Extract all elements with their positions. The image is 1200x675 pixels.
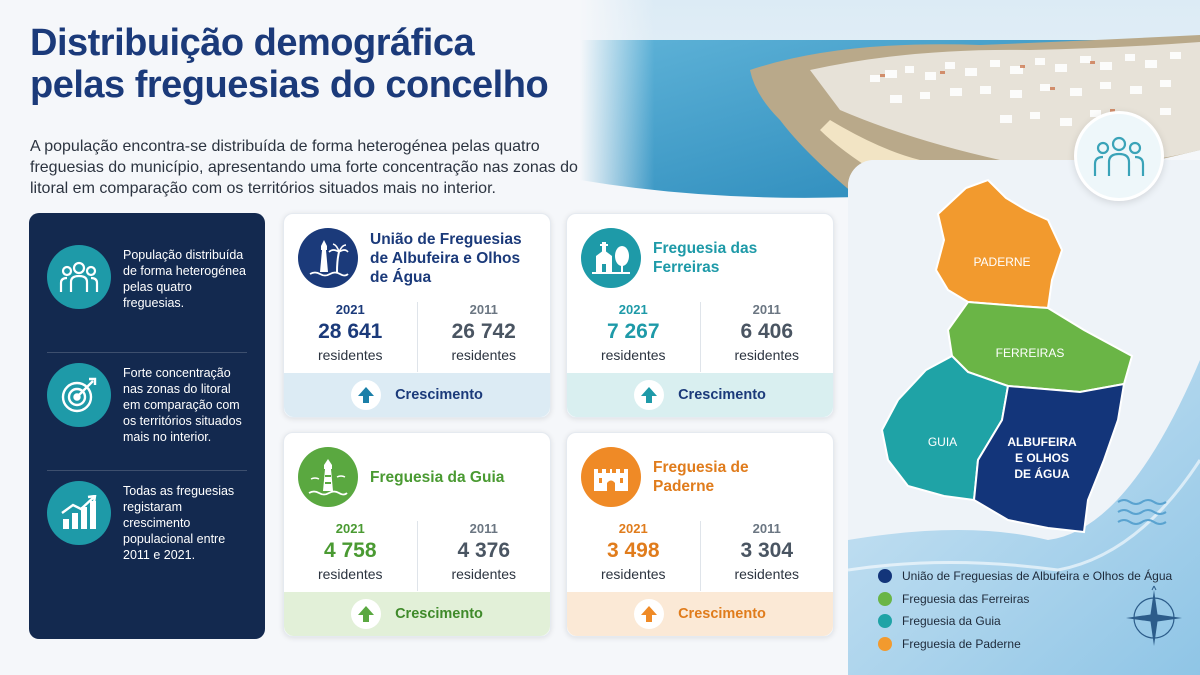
- trend-label: Crescimento: [395, 387, 483, 403]
- stat-value: 4 376: [457, 539, 511, 562]
- stat-2011: 2011 4 376 residentes: [416, 521, 551, 591]
- stat-2021: 2021 4 758 residentes: [284, 521, 417, 591]
- lighthouse-palm-icon: [298, 228, 358, 288]
- trend-label: Crescimento: [678, 606, 766, 622]
- map-label-ferreiras: FERREIRAS: [995, 346, 1065, 360]
- arrow-up-icon: [634, 599, 665, 629]
- legend-swatch: [878, 569, 892, 584]
- map-legend: União de Freguesias de Albufeira e Olhos…: [878, 565, 1178, 655]
- growth-banner: Crescimento: [284, 373, 550, 417]
- parish-card-albufeira: União de Freguesias de Albufeira e Olhos…: [283, 213, 551, 418]
- stat-2021: 2021 7 267 residentes: [567, 302, 700, 372]
- highlight-item: População distribuída de forma heterogén…: [47, 235, 247, 353]
- parish-name: Freguesia das Ferreiras: [653, 240, 758, 276]
- map-label-guia: GUIA: [927, 435, 958, 449]
- parish-card-paderne: Freguesia de Paderne 2021 3 498 resident…: [566, 432, 834, 637]
- stat-value: 4 758: [323, 539, 377, 562]
- stat-year: 2021: [335, 302, 365, 317]
- parish-name: Freguesia da Guia: [370, 468, 505, 486]
- growth-banner: Crescimento: [284, 592, 550, 636]
- population-stats: 2021 3 498 residentes 2011 3 304 residen…: [567, 521, 833, 591]
- stat-value: 6 406: [740, 320, 794, 343]
- stat-unit: residentes: [600, 566, 666, 582]
- legend-item: Freguesia da Guia: [878, 610, 1178, 633]
- arrow-up-icon: [351, 380, 382, 410]
- stat-2021: 2021 3 498 residentes: [567, 521, 700, 591]
- municipality-map: [848, 160, 1200, 675]
- highlight-text: Todas as freguesias registaram crescimen…: [123, 484, 235, 562]
- stat-unit: residentes: [451, 347, 517, 363]
- page-title: Distribuição demográfica pelas freguesia…: [30, 22, 610, 106]
- growth-banner: Crescimento: [567, 592, 833, 636]
- stat-value: 3 304: [740, 539, 794, 562]
- growth-banner: Crescimento: [567, 373, 833, 417]
- stat-year: 2021: [618, 521, 648, 536]
- stat-value: 26 742: [451, 320, 516, 343]
- legend-swatch: [878, 636, 892, 651]
- stat-value: 3 498: [606, 539, 660, 562]
- highlight-item: Todas as freguesias registaram crescimen…: [47, 471, 247, 589]
- map-label-albufeira: ALBUFEIRA E OLHOS DE ÁGUA: [1007, 435, 1077, 481]
- population-stats: 2021 28 641 residentes 2011 26 742 resid…: [284, 302, 550, 372]
- stat-2021: 2021 28 641 residentes: [284, 302, 417, 372]
- population-stats: 2021 4 758 residentes 2011 4 376 residen…: [284, 521, 550, 591]
- stat-unit: residentes: [734, 566, 800, 582]
- highlight-item: Forte concentração nas zonas do litoral …: [47, 353, 247, 471]
- legend-label: União de Freguesias de Albufeira e Olhos…: [902, 569, 1173, 584]
- legend-item: Freguesia de Paderne: [878, 633, 1178, 656]
- people-group-icon: [47, 245, 111, 309]
- stat-year: 2011: [752, 302, 781, 317]
- legend-label: Freguesia da Guia: [902, 614, 1001, 629]
- highlight-text: População distribuída de forma heterogén…: [123, 248, 247, 310]
- lighthouse-icon: [298, 447, 358, 507]
- stat-value: 7 267: [606, 320, 660, 343]
- arrow-up-icon: [351, 599, 382, 629]
- compass-icon: [1126, 585, 1182, 646]
- stat-year: 2011: [469, 302, 498, 317]
- parish-name: Freguesia de Paderne: [653, 459, 749, 495]
- legend-item: União de Freguesias de Albufeira e Olhos…: [878, 565, 1178, 588]
- stat-year: 2021: [618, 302, 648, 317]
- parish-card-ferreiras: Freguesia das Ferreiras 2021 7 267 resid…: [566, 213, 834, 418]
- stat-2011: 2011 6 406 residentes: [699, 302, 834, 372]
- people-icon-badge: [1074, 111, 1164, 201]
- stat-year: 2011: [469, 521, 498, 536]
- stat-2011: 2011 3 304 residentes: [699, 521, 834, 591]
- stat-value: 28 641: [318, 320, 383, 343]
- population-stats: 2021 7 267 residentes 2011 6 406 residen…: [567, 302, 833, 372]
- arrow-up-icon: [634, 380, 665, 410]
- legend-label: Freguesia de Paderne: [902, 636, 1021, 651]
- highlight-text: Forte concentração nas zonas do litoral …: [123, 366, 242, 444]
- stat-unit: residentes: [600, 347, 666, 363]
- target-icon: [47, 363, 111, 427]
- stat-2011: 2011 26 742 residentes: [416, 302, 551, 372]
- parish-card-guia: Freguesia da Guia 2021 4 758 residentes …: [283, 432, 551, 637]
- castle-icon: [581, 447, 641, 507]
- page-subtitle: A população encontra-se distribuída de f…: [30, 138, 578, 197]
- growth-chart-icon: [47, 481, 111, 545]
- stat-unit: residentes: [317, 347, 383, 363]
- title-line-1: Distribuição demográfica: [30, 22, 475, 64]
- map-canvas: [848, 160, 1200, 675]
- legend-swatch: [878, 591, 892, 606]
- trend-label: Crescimento: [395, 606, 483, 622]
- map-label-paderne: PADERNE: [973, 255, 1031, 269]
- stat-unit: residentes: [734, 347, 800, 363]
- trend-label: Crescimento: [678, 387, 766, 403]
- parish-name: União de Freguesias de Albufeira e Olhos…: [370, 230, 522, 286]
- church-tree-icon: [581, 228, 641, 288]
- highlights-panel: População distribuída de forma heterogén…: [29, 213, 265, 639]
- title-line-2: pelas freguesias do concelho: [30, 64, 549, 106]
- legend-swatch: [878, 614, 892, 629]
- legend-label: Freguesia das Ferreiras: [902, 591, 1030, 606]
- stat-year: 2021: [335, 521, 365, 536]
- stat-year: 2011: [752, 521, 781, 536]
- waves-icon: [1117, 499, 1167, 525]
- people-icon: [1093, 136, 1145, 176]
- stat-unit: residentes: [317, 566, 383, 582]
- region-albufeira[interactable]: [972, 382, 1126, 534]
- stat-unit: residentes: [451, 566, 517, 582]
- legend-item: Freguesia das Ferreiras: [878, 588, 1178, 611]
